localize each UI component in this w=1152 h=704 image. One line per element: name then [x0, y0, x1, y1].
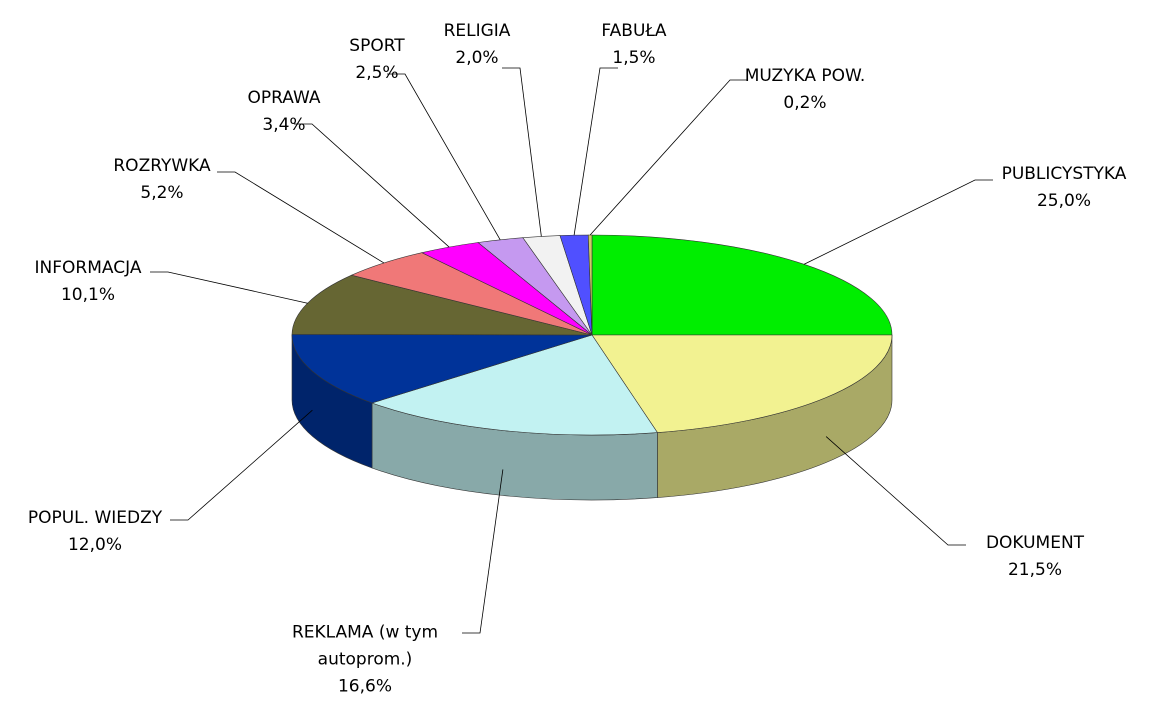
slice-label: POPUL. WIEDZY 12,0%	[28, 505, 162, 559]
slice-label: SPORT 2,5%	[349, 33, 404, 87]
category-label: FABUŁA	[601, 21, 667, 41]
leader-line	[825, 436, 966, 546]
value-label: 21,5%	[1007, 560, 1062, 580]
leader-line	[573, 67, 618, 236]
slice	[371, 334, 658, 436]
slice-label: MUZYKA POW. 0,2%	[745, 63, 866, 117]
slice	[291, 334, 593, 404]
slice-label: PUBLICYSTYKA 25,0%	[1002, 161, 1127, 215]
category-label: PUBLICYSTYKA	[1001, 164, 1127, 184]
value-label: 2,0%	[455, 48, 499, 68]
value-label: 10,1%	[60, 285, 116, 305]
leader-line	[170, 409, 313, 521]
category-label: POPUL. WIEDZY	[27, 508, 163, 528]
category-label: REKLAMA (w tym autoprom.)	[291, 622, 439, 670]
leader-line	[150, 271, 308, 304]
value-label: 0,2%	[783, 93, 827, 113]
leader-line	[462, 469, 504, 634]
slice	[587, 234, 593, 336]
slice-label: OPRAWA 3,4%	[248, 85, 321, 139]
leader-line	[803, 179, 993, 265]
slice-label: DOKUMENT 21,5%	[986, 530, 1084, 584]
leader-line	[387, 73, 501, 240]
category-label: ROZRYWKA	[113, 156, 211, 176]
value-label: 16,6%	[337, 676, 392, 697]
value-label: 1,5%	[612, 48, 656, 68]
leader-line	[294, 123, 450, 248]
slice	[591, 234, 893, 336]
category-label: SPORT	[349, 36, 405, 56]
leader-line	[502, 67, 542, 237]
slice-label: REKLAMA (w tym autoprom.) 16,6%	[250, 620, 480, 701]
category-label: RELIGIA	[443, 21, 511, 41]
slice	[291, 274, 593, 336]
value-label: 3,4%	[262, 115, 306, 135]
slice-label: RELIGIA 2,0%	[444, 18, 511, 72]
leader-line	[589, 79, 748, 236]
category-label: MUZYKA POW.	[744, 66, 866, 86]
category-label: OPRAWA	[247, 88, 321, 108]
value-label: 5,2%	[140, 183, 184, 203]
value-label: 25,0%	[1036, 191, 1091, 211]
slice-label: FABUŁA 1,5%	[601, 18, 666, 72]
value-label: 12,0%	[67, 535, 123, 555]
slice-label: ROZRYWKA 5,2%	[113, 153, 210, 207]
slice-label: INFORMACJA 10,1%	[35, 255, 142, 309]
leader-line	[217, 171, 385, 264]
value-label: 2,5%	[355, 63, 399, 83]
category-label: INFORMACJA	[34, 258, 142, 278]
slice	[591, 334, 893, 433]
category-label: DOKUMENT	[985, 533, 1085, 553]
